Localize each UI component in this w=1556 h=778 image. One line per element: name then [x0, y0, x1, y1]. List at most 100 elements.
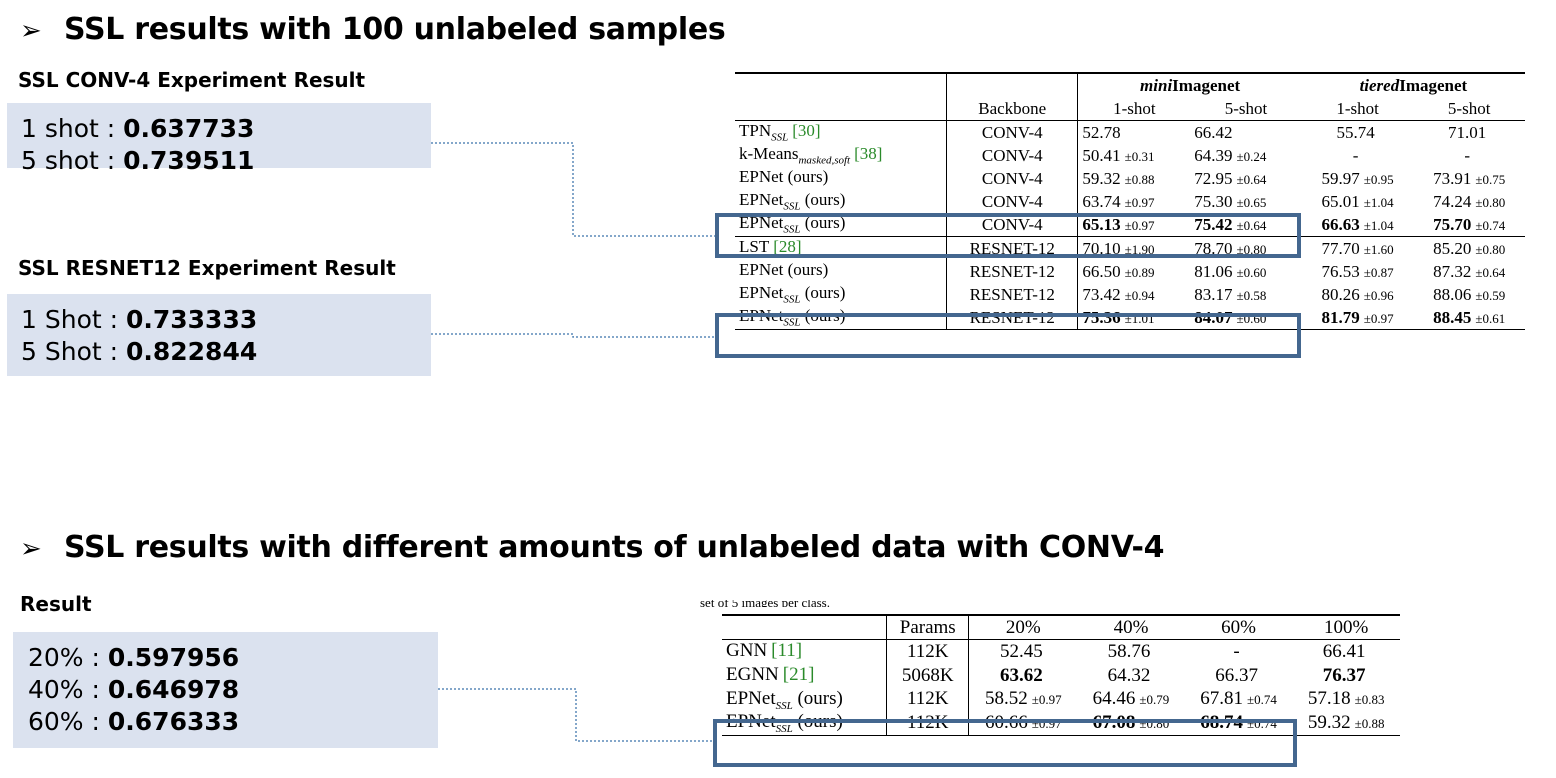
value-cell: 64.32 — [1077, 664, 1185, 688]
value-cell: 58.76 — [1077, 640, 1185, 664]
value: 88.45 — [1433, 307, 1472, 327]
value: 73.42 — [1082, 284, 1121, 304]
plus-minus: ±0.95 — [1363, 171, 1394, 187]
method-name: GNN — [726, 640, 768, 661]
column-header: Params — [886, 614, 970, 640]
plus-minus: ±0.58 — [1236, 287, 1267, 303]
result-label: 60% : — [28, 707, 108, 736]
section2-title: ➢ SSL results with different amounts of u… — [20, 530, 1165, 565]
table-row: k-Meansmasked,soft [38] CONV-4 50.41 ±0.31 64… — [735, 144, 1525, 167]
result-value: 0.676333 — [107, 707, 240, 736]
plus-minus: ±0.97 — [1124, 217, 1155, 233]
result-label: 5 shot : — [21, 146, 124, 175]
value-cell: 59.97 ±0.95 — [1302, 167, 1414, 190]
table-group-header-row: miniImagenet tieredImagenet — [735, 72, 1525, 97]
section2-subtitle: Result — [20, 592, 92, 616]
section1-title-text: SSL results with 100 unlabeled samples — [64, 12, 726, 47]
arrow-bullet-icon: ➢ — [20, 534, 42, 564]
backbone-cell: CONV-4 — [946, 144, 1079, 167]
value-cell: 59.32 ±0.88 — [1292, 711, 1400, 737]
section1-title: ➢ SSL results with 100 unlabeled samples — [20, 12, 726, 47]
value-cell: 64.39 ±0.24 — [1190, 144, 1302, 167]
method-name: EGNN — [726, 663, 779, 685]
conv4-result-box: 1 shot : 0.637733 5 shot : 0.739511 — [7, 103, 431, 175]
value: 66.37 — [1215, 664, 1258, 686]
plus-minus: ±0.24 — [1236, 148, 1267, 164]
method-cell: EGNN [21] — [722, 663, 887, 688]
value-cell: 65.13 ±0.97 — [1078, 213, 1190, 237]
citation: [30] — [792, 121, 821, 141]
table-row: EGNN [21] 5068K 63.62 64.32 66.37 76.37 — [722, 663, 1400, 688]
value: 52.45 — [999, 640, 1043, 662]
result-label: 40% : — [28, 675, 108, 704]
plus-minus: ±0.89 — [1124, 264, 1155, 280]
value: 73.91 — [1433, 168, 1472, 188]
plus-minus: ±1.90 — [1124, 241, 1155, 257]
method-name: TPN — [739, 121, 772, 141]
backbone-cell: CONV-4 — [946, 190, 1079, 213]
section2-title-text: SSL results with different amounts of un… — [64, 530, 1165, 565]
value: - — [1464, 145, 1471, 165]
value: 55.74 — [1336, 122, 1375, 142]
backbone-cell: RESNET-12 — [946, 260, 1079, 283]
value-cell: 66.42 — [1190, 121, 1302, 145]
value-cell: 83.17 ±0.58 — [1190, 283, 1302, 306]
result-label: 5 Shot : — [21, 337, 126, 366]
plus-minus: ±0.80 — [1475, 194, 1506, 210]
params-cell: 5068K — [886, 663, 970, 688]
result-label: 20% : — [28, 643, 108, 672]
value: 84.07 — [1194, 307, 1233, 327]
plus-minus: ±1.60 — [1363, 241, 1394, 257]
plus-minus: ±0.60 — [1236, 264, 1267, 280]
conv4-subtitle: SSL CONV-4 Experiment Result — [18, 68, 366, 92]
table-row: EPNetSSL (ours) CONV-4 65.13 ±0.97 75.42 ±0.6… — [735, 213, 1525, 237]
column-header: 100% — [1292, 614, 1400, 640]
plus-minus: ±0.74 — [1475, 217, 1506, 233]
plus-minus: ±0.96 — [1363, 287, 1394, 303]
method-cell: EPNet (ours) — [735, 167, 948, 190]
value-cell: 63.74 ±0.97 — [1078, 190, 1190, 213]
group-header-tieredimagenet: tieredImagenet — [1301, 72, 1525, 97]
percent-highlight-box — [713, 719, 1297, 767]
ssl-amounts-table-body: GNN [11] 112K 52.45 58.76-66.41 EGNN [21] 5068K… — [722, 639, 1400, 737]
params-cell: 112K — [886, 687, 970, 712]
citation: [11] — [771, 640, 803, 661]
method-subscript: SSL — [783, 293, 801, 306]
ssl-amounts-table: Params 20% 40% 60% 100% GNN [11] 112K 52.45… — [722, 614, 1400, 737]
method-subscript: masked,soft — [798, 154, 851, 167]
table-row: EPNetSSL (ours) RESNET-12 73.42 ±0.94 83.17 ±… — [735, 283, 1525, 306]
value-cell: 78.70 ±0.80 — [1190, 236, 1302, 260]
method-name: LST — [739, 237, 770, 257]
value: 63.74 — [1082, 191, 1121, 211]
conv4-result-row-1shot: 1 shot : 0.637733 — [21, 113, 431, 145]
resnet12-result-row-1shot: 1 Shot : 0.733333 — [21, 304, 431, 336]
value-cell: 66.37 — [1185, 664, 1293, 688]
value-cell: 66.63 ±1.04 — [1302, 213, 1414, 237]
plus-minus: ±0.59 — [1475, 287, 1506, 303]
table-row: EPNetSSL (ours) RESNET-12 75.36 ±1.01 84.07 ±… — [735, 306, 1525, 330]
value-cell: 67.08 ±0.80 — [1077, 711, 1185, 737]
value-cell: 50.41 ±0.31 — [1078, 144, 1190, 167]
column-header: 5-shot — [1413, 97, 1525, 121]
result-value: 0.646978 — [107, 675, 240, 704]
method-cell: EPNet (ours) — [735, 260, 948, 283]
value: 59.97 — [1321, 168, 1360, 188]
table-row: EPNetSSL (ours) CONV-4 63.74 ±0.97 75.30 ±0.6… — [735, 190, 1525, 213]
table-caption-fragment: set of 5 images per class. — [700, 600, 830, 607]
plus-minus: ±1.04 — [1363, 194, 1394, 210]
column-header: 5-shot — [1190, 97, 1302, 121]
value-cell: - — [1185, 640, 1293, 664]
percent-connector-line — [438, 688, 713, 742]
plus-minus: ±0.97 — [1031, 692, 1062, 708]
table-row: TPNSSL [30] CONV-4 52.78 66.42 55.74 71.01 — [735, 120, 1525, 145]
result-value: 0.637733 — [123, 114, 255, 143]
value-cell: 64.46 ±0.79 — [1077, 688, 1185, 712]
plus-minus: ±1.04 — [1363, 217, 1394, 233]
citation: [21] — [782, 663, 815, 685]
result-label: 1 Shot : — [21, 305, 126, 334]
result-value: 0.822844 — [125, 337, 258, 366]
value-cell: 76.53 ±0.87 — [1302, 260, 1414, 283]
plus-minus: ±0.64 — [1236, 217, 1267, 233]
column-header: 20% — [968, 614, 1078, 640]
conv4-result-row-5shot: 5 shot : 0.739511 — [21, 145, 431, 177]
